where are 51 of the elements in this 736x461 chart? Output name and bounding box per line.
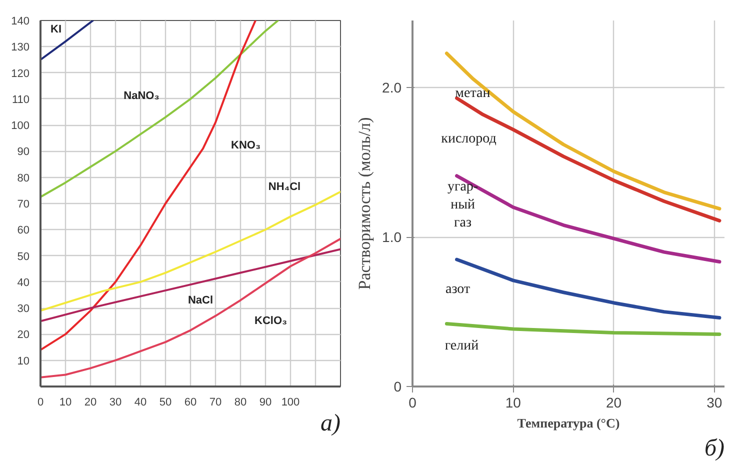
- x-tick-label: 20: [84, 396, 97, 408]
- y-tick-label: 70: [17, 198, 30, 210]
- x-tick-label: 10: [505, 394, 522, 410]
- x-tick-label: 50: [159, 396, 172, 408]
- y-tick-label: 90: [17, 146, 30, 158]
- line-series: [40, 238, 340, 378]
- y-tick-label: 30: [17, 303, 30, 316]
- x-tick-label: 80: [234, 396, 247, 408]
- x-tick-label: 0: [408, 394, 417, 410]
- series-label: NaCl: [188, 294, 214, 307]
- y-tick-label: 60: [17, 224, 30, 237]
- x-tick-label: 100: [281, 396, 300, 408]
- line-series: [444, 322, 722, 336]
- x-tick-label: 10: [59, 396, 72, 408]
- y-tick-label: 130: [11, 42, 30, 54]
- series-label: NH₄Cl: [268, 180, 301, 193]
- x-tick-label: 30: [109, 396, 122, 408]
- series-label: KI: [50, 24, 62, 36]
- y-tick-label: 110: [12, 94, 30, 106]
- x-tick-label: 30: [706, 394, 722, 410]
- y-tick-label: 100: [11, 120, 30, 132]
- y-tick-label: 2.0: [382, 80, 402, 96]
- y-tick-label: 80: [17, 172, 30, 184]
- series-label: угар- ный газ: [447, 179, 478, 230]
- x-axis-title: Температура (°C): [517, 416, 620, 430]
- series-label: гелий: [444, 338, 480, 354]
- y-tick-label: 40: [17, 276, 30, 289]
- x-tick-label: 40: [134, 396, 147, 408]
- y-axis-title: Растворимость (моль/л): [355, 117, 374, 290]
- y-tick-label: 140: [11, 16, 30, 28]
- y-tick-label: 20: [17, 329, 30, 342]
- x-tick-label: 0: [37, 396, 44, 408]
- series-label: кислород: [441, 132, 496, 147]
- line-series: [40, 248, 340, 322]
- text: а): [320, 410, 341, 436]
- text: б): [704, 436, 725, 461]
- y-tick-label: 120: [11, 68, 30, 80]
- series-label: азот: [445, 282, 470, 298]
- series-label: KNO₃: [231, 140, 261, 152]
- y-tick-label: 0: [394, 378, 402, 394]
- series-label: NaNO₃: [124, 90, 160, 102]
- series-label: метан: [455, 86, 491, 101]
- y-tick-label: 50: [17, 250, 30, 263]
- line-series: [40, 190, 340, 312]
- y-tick-label: 10: [17, 355, 30, 368]
- x-tick-label: 20: [606, 394, 622, 410]
- x-tick-label: 90: [259, 396, 272, 408]
- x-tick-label: 70: [209, 396, 222, 408]
- x-tick-label: 60: [184, 396, 197, 408]
- y-tick-label: 1.0: [382, 229, 402, 246]
- series-label: KClO₃: [254, 315, 288, 328]
